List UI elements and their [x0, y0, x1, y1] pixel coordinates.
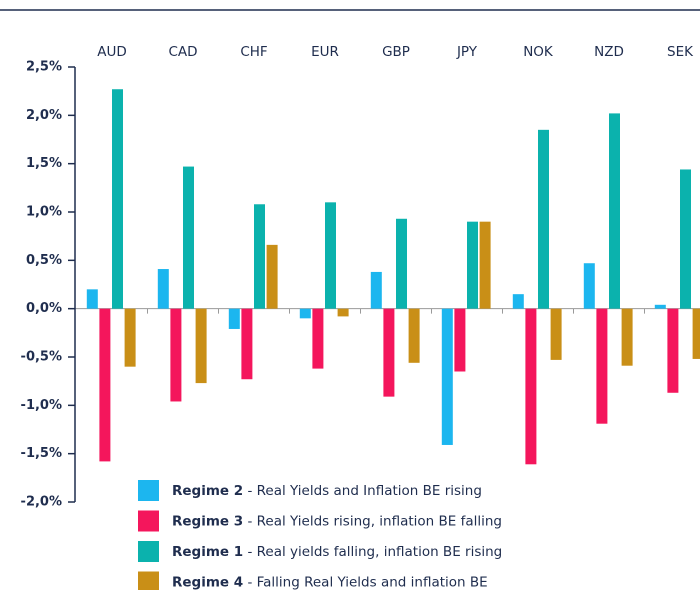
y-tick-label: -2,0%: [21, 495, 62, 510]
x-tick-label: GBP: [382, 44, 410, 60]
bar: [408, 308, 420, 363]
x-tick-label: SEK: [667, 44, 694, 60]
bar: [654, 304, 666, 309]
x-tick-label: AUD: [97, 44, 127, 60]
bar: [195, 308, 207, 384]
bar: [157, 269, 169, 309]
y-tick-label: -1,0%: [21, 398, 62, 413]
legend-swatch: [138, 571, 159, 590]
legend-swatch: [138, 541, 159, 562]
bar: [454, 308, 466, 372]
x-tick-label: JPY: [456, 44, 478, 60]
bar: [99, 308, 111, 462]
y-tick-label: 1,5%: [26, 156, 62, 171]
legend-label: Regime 1 - Real yields falling, inflatio…: [172, 544, 502, 560]
y-tick-label: 2,0%: [26, 108, 62, 123]
bar: [692, 308, 700, 359]
bar: [538, 129, 549, 309]
bar: [254, 204, 265, 309]
bar: [396, 218, 407, 309]
bar: [228, 308, 240, 329]
y-tick-label: 1,0%: [26, 205, 62, 220]
bar: [312, 308, 324, 369]
bar: [383, 308, 395, 397]
y-tick-label: -0,5%: [21, 350, 62, 365]
bar: [525, 308, 537, 465]
bar: [266, 244, 278, 309]
y-tick-label: 0,0%: [26, 301, 62, 316]
y-tick-label: -1,5%: [21, 446, 62, 461]
bar: [621, 308, 633, 366]
bar: [512, 294, 524, 309]
bar: [667, 308, 679, 393]
bar: [370, 271, 382, 309]
bar: [680, 169, 691, 309]
bar: [325, 202, 336, 309]
legend-label: Regime 3 - Real Yields rising, inflation…: [172, 514, 502, 530]
bar: [550, 308, 562, 360]
bar: [86, 289, 98, 309]
x-tick-label: CAD: [168, 44, 197, 60]
bar: [467, 221, 478, 309]
bar: [124, 308, 136, 367]
bar: [299, 308, 311, 319]
bar: [583, 263, 595, 309]
bar: [241, 308, 253, 380]
bar: [609, 113, 620, 309]
bar: [479, 221, 491, 309]
bar: [170, 308, 182, 402]
x-tick-label: NZD: [594, 44, 624, 60]
legend-label: Regime 2 - Real Yields and Inflation BE …: [172, 483, 482, 499]
bar: [337, 308, 349, 317]
x-tick-label: CHF: [240, 44, 267, 60]
y-tick-label: 0,5%: [26, 253, 62, 268]
bar: [183, 166, 194, 309]
bar: [112, 89, 123, 309]
legend-swatch: [138, 510, 159, 532]
bar: [596, 308, 608, 424]
x-tick-label: EUR: [311, 44, 339, 60]
x-tick-label: NOK: [523, 44, 554, 60]
y-tick-label: 2,5%: [26, 60, 62, 75]
legend-swatch: [138, 480, 159, 501]
legend-label: Regime 4 - Falling Real Yields and infla…: [172, 575, 488, 590]
bar: [441, 308, 453, 445]
